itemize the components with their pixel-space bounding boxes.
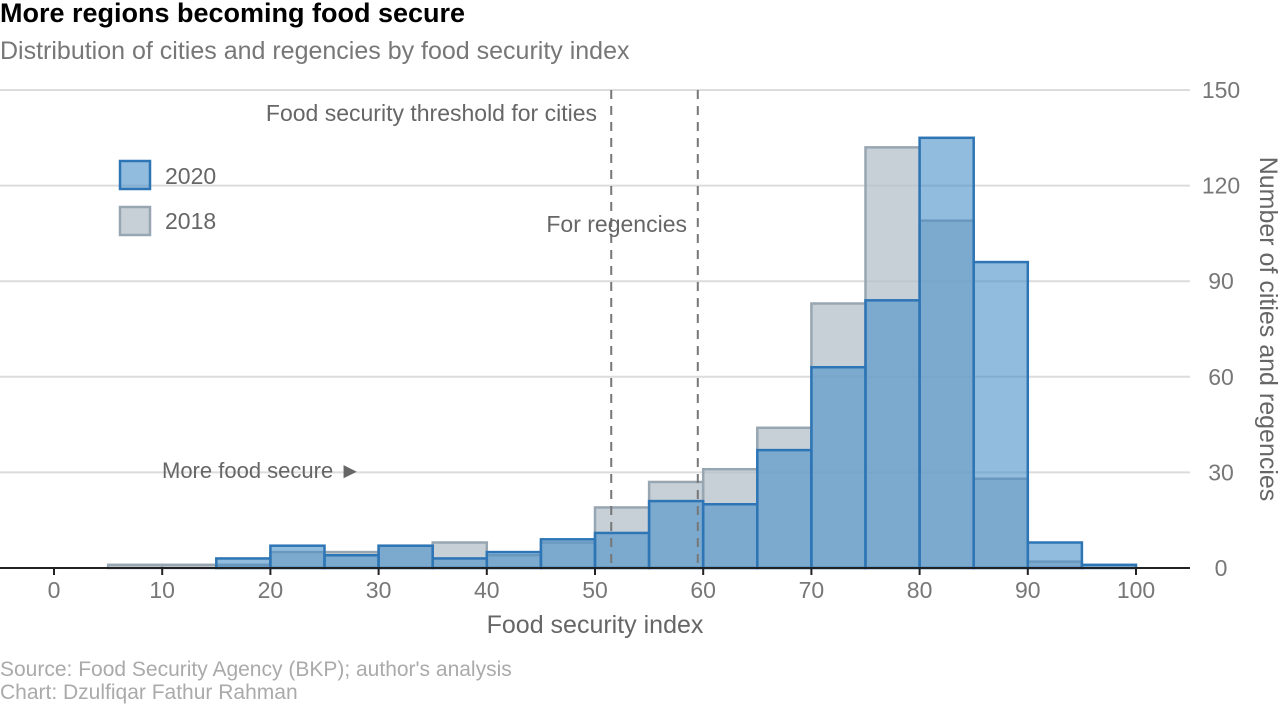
bar-2020-75 bbox=[864, 299, 921, 570]
legend: 2020 2018 bbox=[118, 159, 216, 237]
bar-2020-35 bbox=[431, 557, 489, 570]
y-tick-label-60: 60 bbox=[1208, 364, 1234, 390]
x-tick-label-80: 80 bbox=[907, 577, 933, 603]
series-2020-bars bbox=[215, 136, 1138, 570]
bar-2020-30 bbox=[377, 544, 434, 570]
bar-2020-65 bbox=[756, 448, 813, 570]
x-tick-label-10: 10 bbox=[149, 577, 175, 603]
bar-2020-85 bbox=[972, 260, 1030, 570]
chart-title: More regions becoming food secure bbox=[0, 0, 466, 28]
y-tick-label-150: 150 bbox=[1202, 77, 1240, 103]
bar-2020-90 bbox=[1026, 541, 1084, 570]
bar-2020-45 bbox=[539, 538, 597, 570]
bar-2020-15 bbox=[215, 557, 272, 570]
bar-2020-55 bbox=[647, 499, 705, 570]
y-tick-label-0: 0 bbox=[1215, 555, 1228, 581]
x-tick-label-30: 30 bbox=[366, 577, 392, 603]
x-tick-label-100: 100 bbox=[1117, 577, 1155, 603]
bar-2020-25 bbox=[323, 554, 380, 570]
y-axis-ticks: 0 30 60 90 120 150 bbox=[1202, 77, 1240, 581]
x-tick-label-50: 50 bbox=[582, 577, 608, 603]
x-axis-label: Food security index bbox=[487, 611, 704, 639]
bar-2020-70 bbox=[810, 365, 867, 570]
y-tick-label-30: 30 bbox=[1208, 459, 1234, 485]
x-tick-label-0: 0 bbox=[48, 577, 61, 603]
x-axis-ticks: 0 10 20 30 40 50 60 70 80 90 100 bbox=[48, 568, 1155, 603]
chart-subtitle: Distribution of cities and regencies by … bbox=[0, 37, 630, 65]
more-food-secure-annotation: More food secure ► bbox=[162, 458, 361, 483]
legend-label-2018: 2018 bbox=[165, 208, 216, 234]
bar-2020-50 bbox=[593, 531, 651, 570]
bar-2020-40 bbox=[485, 550, 543, 570]
chart-credit: Chart: Dzulfiqar Fathur Rahman bbox=[0, 681, 298, 704]
bar-2020-60 bbox=[701, 503, 759, 570]
y-tick-label-120: 120 bbox=[1202, 173, 1240, 199]
x-tick-label-70: 70 bbox=[799, 577, 825, 603]
threshold-label-cities: Food security threshold for cities bbox=[266, 100, 597, 126]
x-tick-label-60: 60 bbox=[690, 577, 716, 603]
x-tick-label-20: 20 bbox=[258, 577, 284, 603]
bar-2020-20 bbox=[269, 544, 326, 570]
x-tick-label-40: 40 bbox=[474, 577, 500, 603]
bar-2020-80 bbox=[918, 136, 975, 570]
legend-label-2020: 2020 bbox=[165, 163, 216, 189]
source-note: Source: Food Security Agency (BKP); auth… bbox=[0, 658, 512, 681]
legend-swatch-2020 bbox=[118, 159, 152, 191]
threshold-label-regencies: For regencies bbox=[546, 211, 687, 237]
y-tick-label-90: 90 bbox=[1208, 268, 1234, 294]
y-axis-label: Number of cities and regencies bbox=[1254, 157, 1280, 502]
legend-swatch-2018 bbox=[118, 205, 152, 237]
x-tick-label-90: 90 bbox=[1015, 577, 1041, 603]
